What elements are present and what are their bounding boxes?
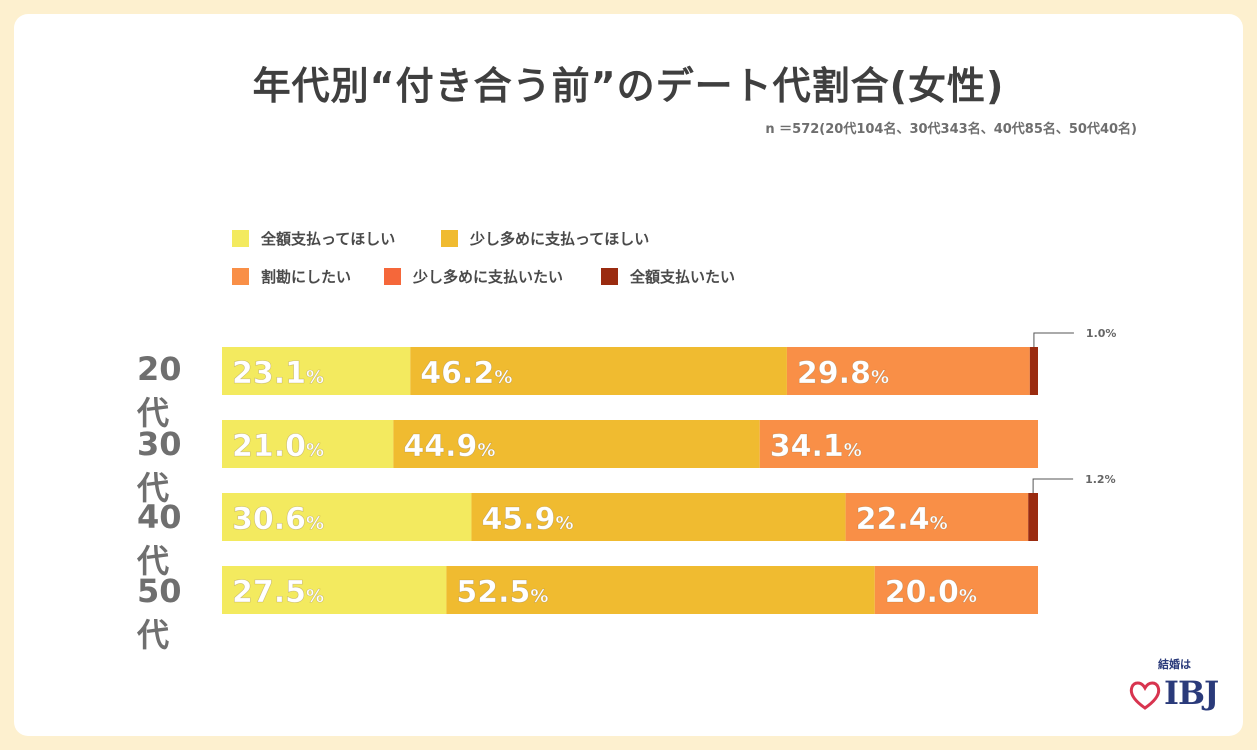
bar-value-label: 45.9%	[481, 502, 573, 537]
bar-segment	[222, 420, 394, 468]
category-label-20s: 20代	[137, 350, 182, 432]
bar-segment	[393, 420, 760, 468]
legend-label: 全額支払いたい	[630, 268, 736, 286]
legend-item-pay-full: 全額支払いたい	[601, 266, 735, 287]
legend-item-more-pay-wanted: 少し多めに支払ってほしい	[441, 228, 649, 249]
percent-sign: %	[306, 367, 324, 388]
bar-segment	[410, 347, 787, 395]
percent-sign: %	[306, 586, 324, 607]
bar-value-label: 22.4%	[856, 502, 948, 537]
legend-swatch	[232, 268, 249, 285]
bar-segment	[1028, 493, 1038, 541]
percent-sign: %	[871, 367, 889, 388]
category-label-30s: 30代	[137, 425, 182, 507]
bar-segment	[222, 566, 447, 614]
chart-subtitle: n ＝572(20代104名、30代343名、40代85名、50代40名)	[765, 122, 1137, 137]
percent-sign: %	[306, 440, 324, 461]
legend-swatch	[601, 268, 618, 285]
bar-segment	[446, 566, 875, 614]
bar-segment	[759, 420, 1038, 468]
ibj-logo: 結婚は IBJ	[1128, 656, 1219, 718]
legend-item-full-pay-wanted: 全額支払ってほしい	[232, 228, 395, 249]
bar-segment	[1029, 347, 1038, 395]
chart-title: 年代別“付き合う前”のデート代割合(女性)	[252, 64, 1005, 108]
percent-sign: %	[844, 440, 862, 461]
bar-value-label: 30.6%	[232, 502, 324, 537]
category-label-40s: 40代	[137, 498, 182, 580]
percent-sign: %	[555, 513, 573, 534]
callout-value-label: 1.0%	[1086, 327, 1117, 340]
percent-sign: %	[477, 440, 495, 461]
percent-sign: %	[930, 513, 948, 534]
legend-swatch	[232, 230, 249, 247]
bar-segment	[471, 493, 846, 541]
callout-value-label: 1.2%	[1085, 473, 1116, 486]
legend-label: 少し多めに支払ってほしい	[470, 230, 650, 248]
percent-sign: %	[494, 367, 512, 388]
legend-label: 少し多めに支払いたい	[413, 268, 564, 286]
percent-sign: %	[530, 586, 548, 607]
bar-segment	[222, 347, 411, 395]
logo-tagline: 結婚は	[1158, 658, 1191, 671]
percent-sign: %	[306, 513, 324, 534]
bar-segment	[786, 347, 1030, 395]
callout-line	[1033, 332, 1074, 347]
bar-segment	[845, 493, 1029, 541]
legend-label: 割勘にしたい	[261, 268, 352, 286]
logo-name: IBJ	[1164, 674, 1219, 712]
bar-segment	[874, 566, 1038, 614]
category-label-50s: 50代	[137, 572, 182, 654]
legend-item-split: 割勘にしたい	[232, 266, 351, 287]
legend-label: 全額支払ってほしい	[261, 230, 396, 248]
percent-sign: %	[959, 586, 977, 607]
bar-segment	[222, 493, 472, 541]
legend-item-pay-more: 少し多めに支払いたい	[384, 266, 563, 287]
heart-icon	[1129, 681, 1161, 710]
callout-line	[1032, 478, 1074, 493]
legend-swatch	[384, 268, 401, 285]
legend-swatch	[441, 230, 458, 247]
